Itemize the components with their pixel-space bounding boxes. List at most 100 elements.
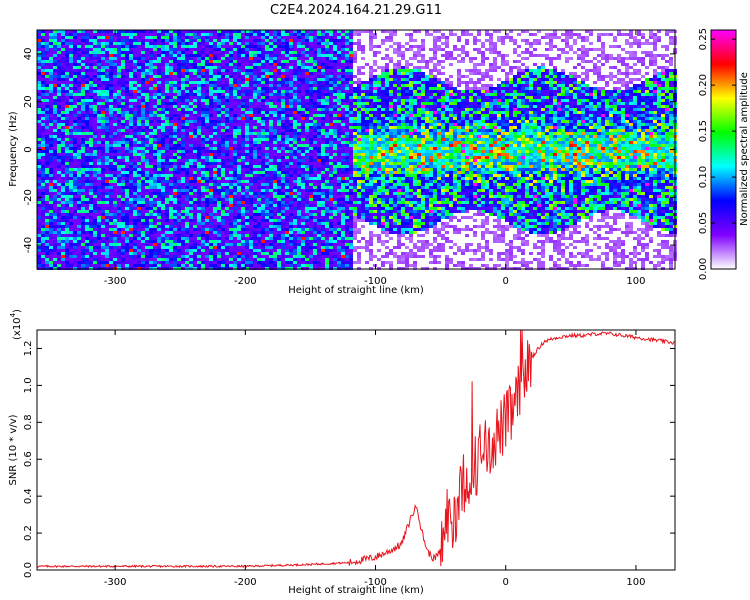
heatmap-cell	[109, 96, 113, 99]
heatmap-cell	[141, 198, 145, 201]
heatmap-cell	[257, 75, 261, 78]
heatmap-cell	[161, 63, 165, 66]
heatmap-cell	[53, 195, 57, 198]
heatmap-cell	[253, 90, 257, 93]
heatmap-cell	[269, 108, 273, 111]
heatmap-cell	[225, 75, 229, 78]
heatmap-cell	[225, 243, 229, 246]
heatmap-cell	[269, 144, 273, 147]
heatmap-cell	[233, 213, 237, 216]
heatmap-cell	[225, 120, 229, 123]
heatmap-cell	[221, 39, 225, 42]
heatmap-cell	[125, 198, 129, 201]
heatmap-cell	[281, 240, 285, 243]
heatmap-cell	[53, 135, 57, 138]
heatmap-cell	[121, 48, 125, 51]
heatmap-cell	[229, 195, 233, 198]
heatmap-cell	[117, 195, 121, 198]
heatmap-cell	[221, 36, 225, 39]
heatmap-cell	[73, 198, 77, 201]
heatmap-cell	[205, 105, 209, 108]
heatmap-cell	[193, 180, 197, 183]
heatmap-cell	[193, 111, 197, 114]
heatmap-cell	[149, 99, 153, 102]
heatmap-cell	[117, 120, 121, 123]
heatmap-cell	[209, 63, 213, 66]
heatmap-cell	[269, 111, 273, 114]
heatmap-cell	[241, 249, 245, 252]
heatmap-cell	[125, 102, 129, 105]
heatmap-cell	[285, 132, 289, 135]
heatmap-cell	[269, 246, 273, 249]
heatmap-cell	[169, 30, 173, 33]
heatmap-cell	[101, 81, 105, 84]
heatmap-cell	[221, 114, 225, 117]
heatmap-cell	[161, 186, 165, 189]
heatmap-cell	[229, 189, 233, 192]
heatmap-cell	[81, 138, 85, 141]
heatmap-cell	[165, 219, 169, 222]
heatmap-cell	[161, 90, 165, 93]
heatmap-cell	[49, 237, 53, 240]
heatmap-cell	[265, 144, 269, 147]
heatmap-cell	[129, 120, 133, 123]
heatmap-cell	[245, 90, 249, 93]
heatmap-cell	[189, 201, 193, 204]
heatmap-cell	[53, 207, 57, 210]
heatmap-cell	[201, 42, 205, 45]
heatmap-cell	[81, 57, 85, 60]
heatmap-cell	[157, 72, 161, 75]
heatmap-cell	[225, 42, 229, 45]
heatmap-cell	[141, 186, 145, 189]
heatmap-cell	[117, 114, 121, 117]
heatmap-cell	[241, 60, 245, 63]
heatmap-cell	[149, 249, 153, 252]
heatmap-cell	[85, 57, 89, 60]
heatmap-cell	[233, 198, 237, 201]
heatmap-cell	[37, 186, 41, 189]
heatmap-cell	[269, 189, 273, 192]
heatmap-cell	[265, 198, 269, 201]
heatmap-cell	[261, 51, 265, 54]
heatmap-cell	[69, 237, 73, 240]
heatmap-cell	[285, 36, 289, 39]
heatmap-cell	[161, 198, 165, 201]
heatmap-cell	[149, 255, 153, 258]
heatmap-cell	[245, 36, 249, 39]
heatmap-cell	[181, 177, 185, 180]
heatmap-cell	[137, 99, 141, 102]
heatmap-cell	[45, 147, 49, 150]
heatmap-cell	[177, 48, 181, 51]
heatmap-cell	[61, 114, 65, 117]
heatmap-cell	[265, 165, 269, 168]
heatmap-cell	[173, 39, 177, 42]
heatmap-cell	[89, 207, 93, 210]
heatmap-cell	[281, 45, 285, 48]
heatmap-cell	[77, 135, 81, 138]
heatmap-cell	[65, 183, 69, 186]
heatmap-cell	[69, 255, 73, 258]
heatmap-cell	[121, 72, 125, 75]
heatmap-cell	[77, 183, 81, 186]
heatmap-cell	[197, 132, 201, 135]
heatmap-cell	[281, 228, 285, 231]
heatmap-cell	[125, 183, 129, 186]
heatmap-cell	[53, 78, 57, 81]
heatmap-cell	[125, 207, 129, 210]
heatmap-cell	[97, 81, 101, 84]
heatmap-cell	[245, 228, 249, 231]
heatmap-cell	[253, 207, 257, 210]
heatmap-cell	[41, 174, 45, 177]
heatmap-cell	[201, 228, 205, 231]
heatmap-cell	[269, 72, 273, 75]
heatmap-cell	[93, 240, 97, 243]
heatmap-cell	[221, 165, 225, 168]
heatmap-cell	[121, 183, 125, 186]
heatmap-cell	[281, 114, 285, 117]
heatmap-cell	[113, 87, 117, 90]
heatmap-cell	[285, 135, 289, 138]
heatmap-cell	[277, 129, 281, 132]
heatmap-cell	[85, 237, 89, 240]
heatmap-cell	[97, 264, 101, 267]
heatmap-cell	[61, 147, 65, 150]
